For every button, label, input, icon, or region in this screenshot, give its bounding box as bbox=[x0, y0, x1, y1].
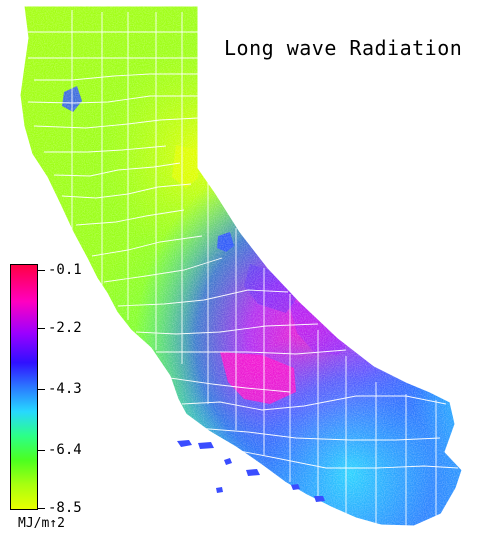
legend-tick-label-4: -6.4 bbox=[48, 442, 82, 458]
color-legend-bar bbox=[10, 264, 38, 510]
legend-tick-2 bbox=[38, 328, 45, 329]
channel-islands bbox=[177, 440, 325, 502]
legend-tick-min bbox=[38, 508, 45, 509]
legend-tick-label-max: -0.1 bbox=[48, 262, 82, 278]
county-boundaries bbox=[27, 10, 459, 526]
map-title: Long wave Radiation bbox=[224, 36, 463, 60]
legend-tick-label-2: -2.2 bbox=[48, 320, 82, 336]
legend-tick-3 bbox=[38, 389, 45, 390]
legend-units: MJ/m↑2 bbox=[18, 516, 65, 531]
legend-tick-4 bbox=[38, 450, 45, 451]
legend-tick-max bbox=[38, 270, 45, 271]
legend-tick-label-3: -4.3 bbox=[48, 381, 82, 397]
legend-tick-label-min: -8.5 bbox=[48, 500, 82, 516]
